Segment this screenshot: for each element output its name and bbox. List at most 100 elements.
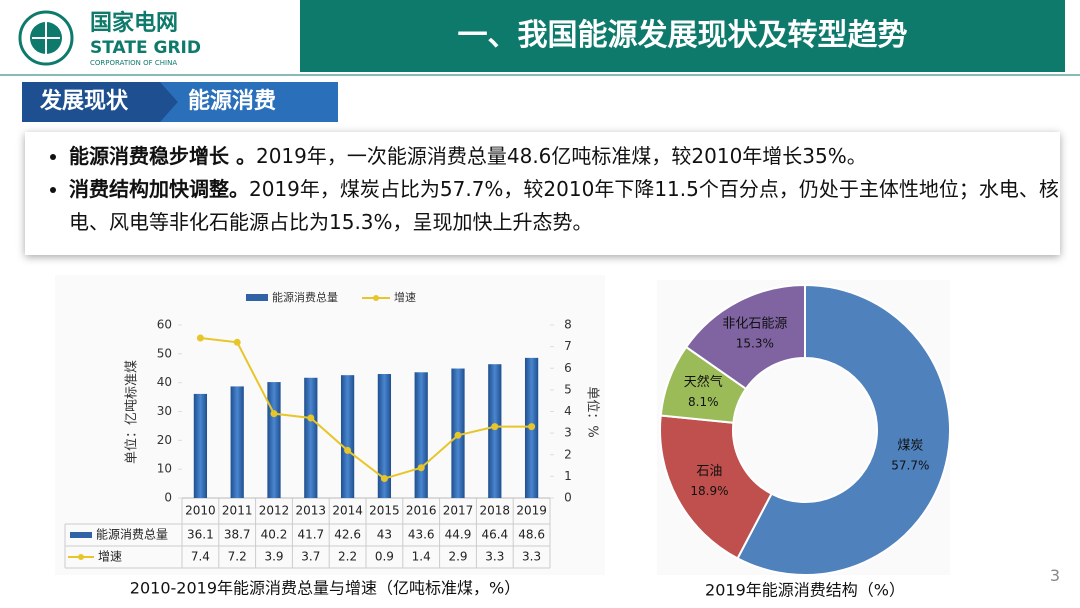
table-cell: 44.9 bbox=[445, 528, 472, 542]
bullet-bold: 能源消费稳步增长 。 bbox=[69, 144, 256, 168]
x-tick-label: 2013 bbox=[296, 504, 327, 518]
line-point bbox=[233, 338, 241, 346]
segment-value: 8.1% bbox=[688, 395, 719, 409]
bar bbox=[377, 374, 392, 498]
y-tick-label: 10 bbox=[157, 462, 172, 476]
table-row-label: 能源消费总量 bbox=[96, 528, 168, 542]
chart-caption: 2010-2019年能源消费总量与增速（亿吨标准煤，%） bbox=[130, 579, 520, 598]
legend-label: 增速 bbox=[394, 290, 416, 304]
bar bbox=[414, 372, 428, 498]
y2-tick-label: 3 bbox=[564, 426, 572, 440]
legend-swatch bbox=[373, 295, 379, 301]
table-row-label: 增速 bbox=[98, 550, 122, 564]
legend-swatch bbox=[246, 294, 268, 301]
line-point bbox=[491, 423, 499, 431]
table-cell: 41.7 bbox=[297, 528, 324, 542]
table-cell: 3.7 bbox=[301, 550, 320, 564]
table-cell: 43.6 bbox=[408, 528, 435, 542]
x-tick-label: 2015 bbox=[369, 504, 400, 518]
slide-title: 一、我国能源发展现状及转型趋势 bbox=[457, 18, 908, 53]
x-tick-label: 2011 bbox=[222, 504, 253, 518]
y-tick-label: 60 bbox=[157, 318, 172, 332]
bar bbox=[304, 377, 318, 498]
logo-sub: CORPORATION OF CHINA bbox=[90, 59, 177, 67]
y-tick-label: 20 bbox=[157, 433, 172, 447]
segment-label: 非化石能源 bbox=[722, 316, 787, 331]
breadcrumb: 能源消费 bbox=[160, 82, 338, 122]
bullet: 能源消费稳步增长 。2019年，一次能源消费总量48.6亿吨标准煤，较2010年… bbox=[69, 140, 1060, 173]
y-tick-label: 30 bbox=[157, 404, 172, 418]
legend-swatch bbox=[70, 532, 92, 538]
header-rule bbox=[0, 74, 1080, 76]
legend-label: 能源消费总量 bbox=[272, 290, 338, 304]
donut-segment bbox=[684, 283, 806, 391]
logo-en: STATE GRID bbox=[90, 38, 201, 58]
y2-tick-label: 6 bbox=[564, 361, 572, 375]
line-point bbox=[344, 446, 352, 454]
table-cell: 42.6 bbox=[334, 528, 361, 542]
bullet-bold: 消费结构加快调整。 bbox=[69, 177, 249, 201]
table-cell: 2.2 bbox=[338, 550, 357, 564]
segment-label: 煤炭 bbox=[897, 438, 923, 453]
table-cell: 0.9 bbox=[375, 550, 394, 564]
y2-tick-label: 2 bbox=[564, 447, 572, 461]
logo: 国家电网 STATE GRID CORPORATION OF CHINA bbox=[18, 10, 201, 67]
y-axis-label: 单位：亿吨标准煤 bbox=[125, 360, 140, 464]
bar bbox=[340, 375, 355, 498]
table-cell: 2.9 bbox=[448, 550, 467, 564]
table-cell: 7.2 bbox=[228, 550, 247, 564]
x-tick-label: 2010 bbox=[185, 504, 216, 518]
x-tick-label: 2017 bbox=[443, 504, 474, 518]
line-point bbox=[307, 414, 315, 422]
table-cell: 1.4 bbox=[412, 550, 431, 564]
table-cell: 3.3 bbox=[485, 550, 504, 564]
donut-segment bbox=[659, 414, 773, 560]
y-tick-label: 0 bbox=[164, 491, 172, 505]
bullet-text: 2019年，一次能源消费总量48.6亿吨标准煤，较2010年增长35%。 bbox=[255, 144, 867, 168]
bullet-box: 能源消费稳步增长 。2019年，一次能源消费总量48.6亿吨标准煤，较2010年… bbox=[25, 132, 1060, 255]
bar bbox=[193, 393, 208, 498]
y-tick-label: 40 bbox=[157, 375, 172, 389]
line-point bbox=[196, 334, 204, 342]
table-cell: 3.9 bbox=[264, 550, 283, 564]
segment-label: 石油 bbox=[696, 464, 722, 479]
donut-segment bbox=[736, 283, 951, 576]
table-cell: 36.1 bbox=[187, 528, 214, 542]
breadcrumb: 发展现状 bbox=[22, 82, 180, 122]
segment-value: 57.7% bbox=[891, 458, 929, 472]
bullet-text: 2019年，煤炭占比为57.7%，较2010年下降11.5个百分点，仍处于主体性… bbox=[69, 177, 1059, 234]
x-tick-label: 2012 bbox=[259, 504, 290, 518]
table-cell: 38.7 bbox=[224, 528, 251, 542]
y2-tick-label: 5 bbox=[564, 382, 572, 396]
segment-value: 18.9% bbox=[690, 484, 728, 498]
y2-tick-label: 8 bbox=[564, 318, 572, 332]
table-cell: 43 bbox=[377, 528, 392, 542]
line-point bbox=[454, 431, 462, 439]
segment-label: 天然气 bbox=[684, 374, 723, 390]
segment-value: 15.3% bbox=[736, 336, 774, 350]
x-tick-label: 2019 bbox=[516, 504, 547, 518]
header-banner bbox=[300, 0, 1065, 72]
line-point bbox=[528, 423, 536, 431]
table-cell: 46.4 bbox=[481, 528, 508, 542]
bullet: 消费结构加快调整。2019年，煤炭占比为57.7%，较2010年下降11.5个百… bbox=[69, 173, 1060, 239]
line-point bbox=[417, 464, 425, 472]
legend-swatch bbox=[78, 554, 84, 560]
y2-tick-label: 0 bbox=[564, 491, 572, 505]
page-number: 3 bbox=[1049, 566, 1060, 585]
table-cell: 7.4 bbox=[191, 550, 210, 564]
x-tick-label: 2018 bbox=[480, 504, 511, 518]
y2-axis-label: 单位：% bbox=[585, 386, 600, 437]
table-cell: 48.6 bbox=[518, 528, 545, 542]
y2-tick-label: 7 bbox=[564, 339, 572, 353]
x-tick-label: 2016 bbox=[406, 504, 437, 518]
y-tick-label: 50 bbox=[157, 346, 172, 360]
line-point bbox=[270, 410, 278, 418]
y2-tick-label: 1 bbox=[564, 469, 572, 483]
bar bbox=[230, 386, 244, 498]
y2-tick-label: 4 bbox=[564, 404, 572, 418]
line bbox=[200, 336, 532, 480]
bar bbox=[267, 382, 281, 498]
table-cell: 40.2 bbox=[261, 528, 288, 542]
